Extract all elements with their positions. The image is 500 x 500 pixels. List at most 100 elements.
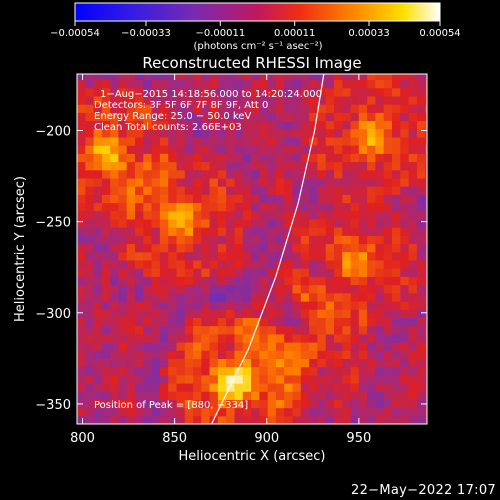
- heatmap-cell: [85, 194, 95, 204]
- heatmap-cell: [383, 87, 393, 97]
- heatmap-cell: [267, 374, 277, 384]
- heatmap-cell: [383, 202, 393, 212]
- heatmap-cell: [85, 358, 95, 368]
- heatmap-cell: [193, 268, 202, 277]
- heatmap-cell: [267, 87, 277, 97]
- heatmap-cell: [168, 227, 178, 236]
- heatmap-cell: [201, 358, 211, 368]
- heatmap-cell: [383, 153, 393, 163]
- heatmap-cell: [342, 194, 352, 204]
- heatmap-cell: [400, 186, 410, 195]
- heatmap-cell: [325, 235, 335, 245]
- heatmap-cell: [300, 74, 310, 81]
- heatmap-cell: [367, 87, 376, 97]
- heatmap-cell: [342, 202, 352, 212]
- heatmap-cell: [358, 202, 368, 212]
- heatmap-cell: [85, 120, 95, 130]
- heatmap-cell: [126, 169, 136, 179]
- heatmap-cell: [275, 292, 285, 302]
- heatmap-cell: [367, 169, 376, 179]
- heatmap-cell: [358, 309, 368, 318]
- heatmap-cell: [143, 112, 153, 122]
- heatmap-cell: [209, 104, 219, 113]
- heatmap-cell: [267, 251, 277, 261]
- heatmap-cell: [234, 276, 244, 286]
- heatmap-cell: [184, 112, 194, 122]
- heatmap-cell: [234, 210, 244, 220]
- heatmap-cell: [358, 251, 368, 261]
- heatmap-cell: [77, 145, 86, 154]
- heatmap-cell: [143, 366, 153, 376]
- heatmap-cell: [350, 342, 360, 351]
- heatmap-cell: [425, 415, 427, 424]
- heatmap-cell: [217, 383, 227, 392]
- heatmap-cell: [176, 112, 186, 122]
- heatmap-cell: [375, 399, 385, 409]
- heatmap-cell: [234, 120, 244, 130]
- heatmap-cell: [358, 301, 368, 310]
- heatmap-cell: [309, 153, 318, 163]
- heatmap-cell: [292, 350, 302, 359]
- heatmap-cell: [358, 391, 368, 400]
- heatmap-cell: [159, 177, 169, 187]
- heatmap-cell: [400, 74, 410, 81]
- heatmap-cell: [309, 251, 318, 261]
- heatmap-cell: [383, 128, 393, 138]
- heatmap-cell: [193, 112, 202, 122]
- heatmap-cell: [217, 407, 227, 417]
- heatmap-cell: [342, 358, 352, 368]
- heatmap-cell: [259, 120, 269, 130]
- heatmap-cell: [375, 87, 385, 97]
- heatmap-cell: [77, 251, 86, 261]
- heatmap-cell: [309, 415, 318, 424]
- heatmap-cell: [259, 268, 269, 277]
- heatmap-cell: [159, 350, 169, 359]
- heatmap-cell: [375, 112, 385, 122]
- heatmap: [77, 74, 427, 424]
- heatmap-cell: [193, 342, 202, 351]
- heatmap-cell: [383, 186, 393, 195]
- heatmap-cell: [234, 74, 244, 81]
- heatmap-cell: [358, 342, 368, 351]
- heatmap-cell: [408, 161, 418, 171]
- heatmap-cell: [358, 374, 368, 384]
- heatmap-cell: [135, 243, 144, 253]
- heatmap-cell: [342, 177, 352, 187]
- heatmap-cell: [350, 251, 360, 261]
- heatmap-cell: [251, 243, 260, 253]
- heatmap-cell: [400, 145, 410, 154]
- heatmap-cell: [193, 153, 202, 163]
- heatmap-cell: [383, 276, 393, 286]
- heatmap-cell: [275, 120, 285, 130]
- heatmap-cell: [309, 292, 318, 302]
- plot-area: [77, 74, 427, 424]
- heatmap-cell: [425, 333, 427, 343]
- heatmap-cell: [284, 301, 294, 310]
- heatmap-cell: [85, 243, 95, 253]
- heatmap-cell: [110, 112, 120, 122]
- heatmap-cell: [400, 104, 410, 113]
- heatmap-cell: [209, 325, 219, 335]
- heatmap-cell: [309, 95, 318, 105]
- heatmap-cell: [284, 194, 294, 204]
- heatmap-cell: [325, 276, 335, 286]
- heatmap-cell: [300, 391, 310, 400]
- heatmap-cell: [93, 79, 103, 89]
- heatmap-cell: [400, 358, 410, 368]
- heatmap-cell: [334, 309, 343, 318]
- heatmap-cell: [350, 169, 360, 179]
- heatmap-cell: [168, 342, 178, 351]
- heatmap-cell: [400, 243, 410, 253]
- heatmap-cell: [309, 112, 318, 122]
- heatmap-cell: [234, 79, 244, 89]
- heatmap-cell: [101, 309, 111, 318]
- heatmap-cell: [159, 325, 169, 335]
- heatmap-cell: [350, 301, 360, 310]
- heatmap-cell: [135, 227, 144, 236]
- heatmap-cell: [135, 276, 144, 286]
- heatmap-cell: [251, 317, 260, 327]
- heatmap-cell: [309, 350, 318, 359]
- heatmap-cell: [267, 210, 277, 220]
- heatmap-cell: [234, 292, 244, 302]
- heatmap-cell: [242, 276, 252, 286]
